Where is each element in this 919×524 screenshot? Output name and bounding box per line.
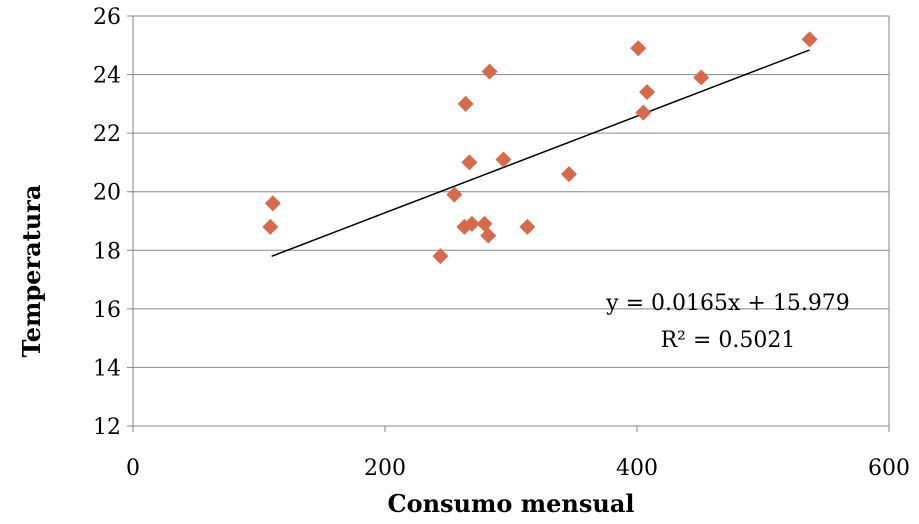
data-point-16 bbox=[635, 104, 652, 121]
data-point-17 bbox=[639, 84, 656, 101]
y-tick-label-12: 12 bbox=[93, 415, 121, 440]
data-point-15 bbox=[630, 40, 647, 57]
x-tick-label-0: 0 bbox=[126, 456, 140, 481]
trendline-equation: y = 0.0165x + 15.979 bbox=[605, 291, 850, 316]
y-tick-label-14: 14 bbox=[93, 356, 121, 381]
x-tick-label-600: 600 bbox=[868, 456, 910, 481]
x-tick-label-200: 200 bbox=[364, 456, 406, 481]
data-point-18 bbox=[693, 69, 710, 86]
data-point-6 bbox=[457, 95, 474, 112]
data-points bbox=[262, 31, 818, 265]
y-tick-label-18: 18 bbox=[93, 239, 121, 264]
data-point-13 bbox=[519, 218, 536, 235]
grid-lines bbox=[127, 15, 890, 432]
x-tick-labels: 0 200 400 600 bbox=[126, 456, 910, 481]
y-tick-label-24: 24 bbox=[93, 64, 121, 89]
trendline-r-squared: R² = 0.5021 bbox=[661, 328, 796, 353]
x-axis-title: Consumo mensual bbox=[387, 489, 634, 518]
data-point-11 bbox=[481, 63, 498, 80]
data-point-4 bbox=[446, 186, 463, 203]
data-point-1 bbox=[262, 218, 279, 235]
y-tick-label-16: 16 bbox=[93, 298, 121, 323]
data-point-14 bbox=[560, 166, 577, 183]
trendline bbox=[271, 49, 810, 258]
data-point-19 bbox=[801, 31, 818, 48]
x-tick-label-400: 400 bbox=[616, 456, 658, 481]
y-axis-title: Temperatura bbox=[17, 185, 46, 358]
y-tick-label-22: 22 bbox=[93, 122, 121, 147]
data-point-12 bbox=[495, 151, 512, 168]
data-point-2 bbox=[264, 195, 281, 212]
y-tick-labels: 12 14 16 18 20 22 24 26 bbox=[93, 5, 121, 440]
y-tick-label-20: 20 bbox=[93, 181, 121, 206]
plot-area-frame bbox=[132, 15, 890, 427]
data-point-7 bbox=[461, 154, 478, 171]
data-point-8 bbox=[463, 215, 480, 232]
data-point-10 bbox=[480, 227, 497, 244]
data-point-3 bbox=[432, 248, 449, 265]
y-tick-label-26: 26 bbox=[93, 5, 121, 30]
